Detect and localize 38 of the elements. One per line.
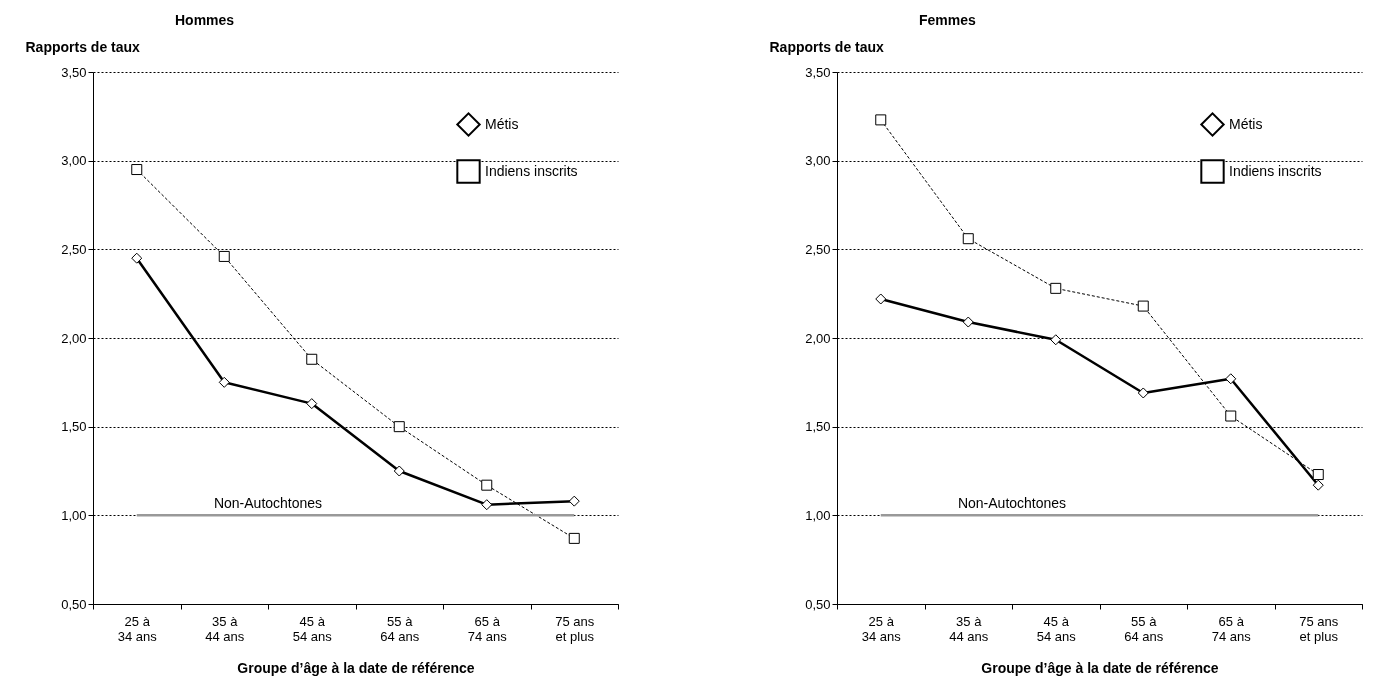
legend-label: Métis bbox=[485, 115, 519, 132]
chart-title: Hommes bbox=[175, 12, 235, 28]
chart-title: Femmes bbox=[919, 12, 977, 28]
y-tick-label: 3,00 bbox=[805, 153, 831, 169]
ref-line-label: Non-Autochtones bbox=[957, 495, 1067, 512]
x-axis-title: Groupe d’âge à la date de référence bbox=[237, 659, 475, 676]
x-axis-title: Groupe d’âge à la date de référence bbox=[981, 659, 1219, 676]
legend-label: Indiens inscrits bbox=[1229, 162, 1322, 179]
y-tick-label: 2,00 bbox=[805, 330, 831, 346]
y-tick-label: 1,50 bbox=[805, 419, 831, 435]
y-tick-label: 2,50 bbox=[805, 241, 831, 257]
y-tick-label: 3,50 bbox=[61, 64, 87, 80]
y-tick-label: 3,50 bbox=[805, 64, 831, 80]
x-tick-label: 25 à 34 ans bbox=[117, 613, 158, 644]
x-tick-label: 45 à 54 ans bbox=[1036, 613, 1077, 644]
y-tick-label: 3,00 bbox=[61, 153, 87, 169]
x-tick-label: 35 à 44 ans bbox=[949, 613, 989, 644]
x-tick-label: 55 à 64 ans bbox=[380, 613, 420, 644]
y-tick-label: 0,50 bbox=[805, 596, 831, 612]
x-tick-label: 45 à 54 ans bbox=[292, 613, 333, 644]
x-tick-label: 75 ans et plus bbox=[1299, 613, 1339, 644]
x-tick-label: 55 à 64 ans bbox=[1124, 613, 1164, 644]
legend-label: Métis bbox=[1229, 115, 1263, 132]
x-tick-label: 75 ans et plus bbox=[555, 613, 595, 644]
x-tick-label: 65 à 74 ans bbox=[1211, 613, 1252, 644]
legend-label: Indiens inscrits bbox=[485, 162, 578, 179]
y-tick-label: 1,00 bbox=[805, 507, 831, 523]
y-tick-label: 2,00 bbox=[61, 330, 87, 346]
ref-line-label: Non-Autochtones bbox=[213, 495, 323, 512]
y-tick-label: 1,50 bbox=[61, 419, 87, 435]
y-tick-label: 1,00 bbox=[61, 507, 87, 523]
x-tick-label: 65 à 74 ans bbox=[467, 613, 508, 644]
y-tick-label: 0,50 bbox=[61, 596, 87, 612]
y-tick-label: 2,50 bbox=[61, 241, 87, 257]
x-tick-label: 25 à 34 ans bbox=[861, 613, 902, 644]
y-axis-title: Rapports de taux bbox=[25, 38, 141, 55]
x-tick-label: 35 à 44 ans bbox=[205, 613, 245, 644]
y-axis-title: Rapports de taux bbox=[769, 38, 885, 55]
